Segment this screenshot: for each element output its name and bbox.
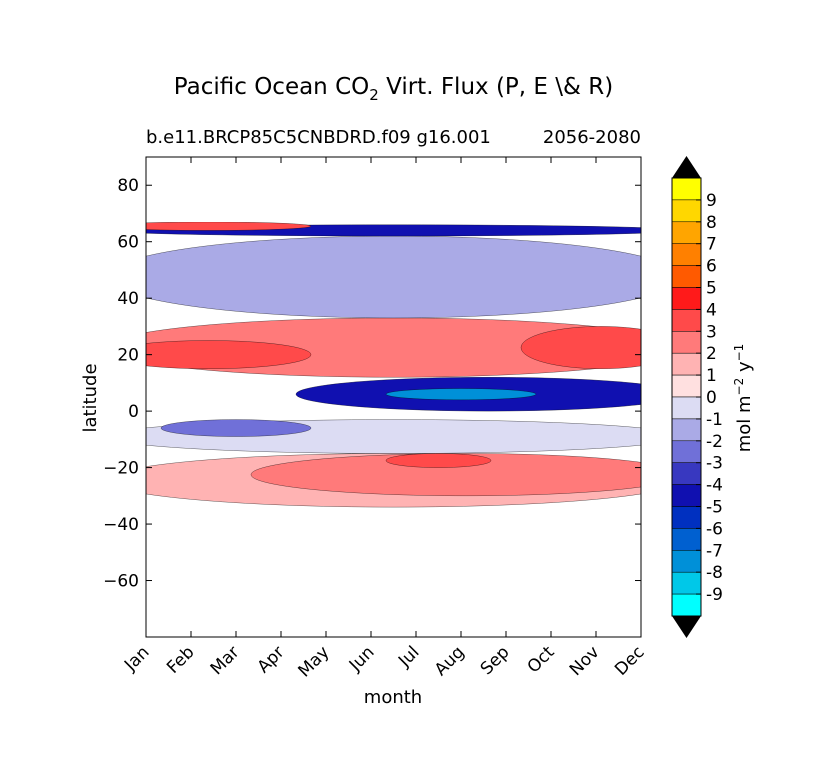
colorbar-tick-label: -4: [706, 476, 723, 496]
colorbar-tick-label: -6: [706, 519, 723, 539]
x-tick-label-jun: Jun: [345, 642, 379, 676]
colorbar-segment: [671, 528, 702, 551]
colorbar-segment: [671, 221, 702, 244]
x-tick-label-dec: Dec: [611, 642, 648, 679]
title-main: Pacific Ocean CO: [173, 74, 370, 100]
contour-midlatitude-negative: [146, 235, 641, 319]
colorbar-extend-top: [672, 156, 701, 178]
x-tick-label-aug: Aug: [431, 642, 469, 680]
contour-south-equatorial-core: [160, 419, 312, 437]
colorbar-tick-label: 4: [706, 300, 717, 320]
colorbar-tick-label: 6: [706, 257, 717, 277]
colorbar-segment: [671, 440, 702, 463]
y-tick-label: 40: [117, 289, 139, 309]
y-tick-label: 80: [117, 176, 139, 196]
colorbar-label-exp2: −1: [732, 344, 746, 362]
subtitle-period: 2056-2080: [542, 127, 641, 148]
x-tick-label-jul: Jul: [394, 642, 423, 671]
colorbar-label: mol m−2 y−1: [732, 344, 755, 453]
colorbar-segment: [671, 177, 702, 201]
colorbar-segment: [671, 374, 702, 398]
contour-south-subtropical-core: [250, 453, 641, 497]
subtitle-case-name: b.e11.BRCP85C5CNBDRD.f09 g16.001: [146, 127, 491, 148]
y-tick-label: −60: [103, 572, 139, 592]
colorbar-tick-label: -1: [706, 410, 723, 430]
colorbar-tick-label: 9: [706, 191, 717, 211]
colorbar-segment: [671, 418, 702, 442]
colorbar-segment: [671, 265, 702, 288]
y-tick-label: −40: [103, 515, 139, 535]
y-tick-label: 20: [117, 346, 139, 366]
colorbar-segment: [671, 462, 702, 485]
contour-equatorial-core: [385, 388, 537, 401]
colorbar-tick-label: -3: [706, 454, 723, 474]
colorbar-tick-label: -8: [706, 563, 723, 583]
colorbar-label-exp1: −2: [732, 378, 746, 396]
field-group: [146, 222, 641, 508]
colorbar-extend-bottom: [672, 616, 701, 638]
x-tick-label-sep: Sep: [477, 642, 514, 679]
plot-frame: [145, 156, 642, 638]
colorbar-tick-label: -7: [706, 541, 723, 561]
colorbar-segment: [671, 331, 702, 354]
colorbar-tick-label: -5: [706, 498, 723, 518]
y-tick-label: 0: [128, 402, 139, 422]
x-tick-label-mar: Mar: [207, 642, 244, 679]
x-axis-label: month: [364, 687, 422, 708]
colorbar-segment: [671, 396, 702, 420]
colorbar-tick-label: -9: [706, 585, 723, 605]
colorbar-tick-label: -2: [706, 432, 723, 452]
y-tick-label: 60: [117, 233, 139, 253]
colorbar-tick-label: 0: [706, 388, 717, 408]
colorbar-label-mid: y: [734, 361, 755, 378]
colorbar-segment: [671, 484, 702, 507]
contour-polar-edge-positive: [146, 222, 312, 231]
colorbar-segment: [671, 287, 702, 310]
colorbar-tick-label: 5: [706, 279, 717, 299]
colorbar-segment: [671, 309, 702, 332]
contour-north-subtropical-max-west: [146, 340, 312, 370]
x-tick-label-may: May: [295, 642, 334, 681]
colorbar-tick-label: 7: [706, 235, 717, 255]
colorbar-segment: [671, 199, 702, 223]
x-tick-label-feb: Feb: [163, 642, 198, 677]
title-rest: Virt. Flux (P, E \& R): [378, 74, 614, 100]
colorbar-tick-label: 2: [706, 344, 717, 364]
x-tick-label-nov: Nov: [566, 642, 604, 680]
x-tick-label-jan: Jan: [120, 642, 153, 675]
colorbar-segment: [671, 243, 702, 266]
colorbar-segment: [671, 352, 702, 376]
title-subscript: 2: [369, 86, 379, 104]
x-tick-label-oct: Oct: [524, 642, 559, 677]
colorbar-segment: [671, 506, 702, 529]
colorbar-label-main: mol m: [734, 395, 755, 452]
colorbar-segment: [671, 571, 702, 595]
colorbar-tick-label: 3: [706, 322, 717, 342]
colorbar-segment: [671, 550, 702, 573]
y-axis-label: latitude: [80, 363, 101, 432]
y-tick-label: −20: [103, 459, 139, 479]
contour-north-subtropical-max-east: [520, 326, 641, 370]
plot-area: [146, 222, 641, 508]
colorbar-tick-label: 8: [706, 213, 717, 233]
colorbar-tick-label: 1: [706, 366, 717, 386]
x-tick-label-apr: Apr: [254, 642, 289, 677]
colorbar-segment: [671, 593, 702, 617]
chart-title: Pacific Ocean CO2 Virt. Flux (P, E \& R): [0, 74, 787, 104]
contour-south-subtropical-max: [385, 453, 492, 468]
